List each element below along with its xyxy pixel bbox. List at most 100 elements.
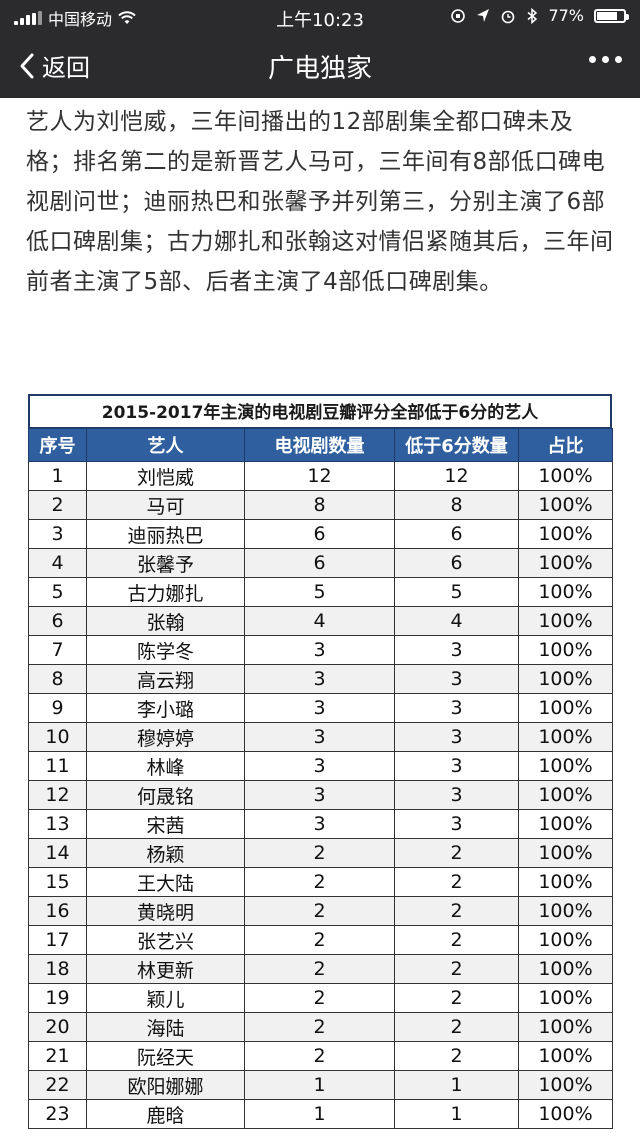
- cell-drama-count: 4: [244, 606, 395, 636]
- cell-ratio: 100%: [518, 1099, 613, 1129]
- cell-index: 14: [28, 838, 87, 868]
- status-right: 77%: [450, 6, 629, 25]
- cell-index: 10: [28, 722, 87, 752]
- cell-drama-count: 2: [244, 983, 395, 1013]
- table-row: 22 欧阳娜娜 1 1 100%: [28, 1070, 613, 1100]
- cell-ratio: 100%: [518, 693, 613, 723]
- table-row: 20 海陆 2 2 100%: [28, 1012, 613, 1042]
- cell-index: 22: [28, 1070, 87, 1100]
- cell-low-score-count: 2: [394, 867, 519, 897]
- table-row: 3 迪丽热巴 6 6 100%: [28, 519, 613, 549]
- cell-index: 6: [28, 606, 87, 636]
- table-row: 5 古力娜扎 5 5 100%: [28, 577, 613, 607]
- ranking-table: 2015-2017年主演的电视剧豆瓣评分全部低于6分的艺人 序号 艺人 电视剧数…: [28, 394, 613, 1129]
- table-row: 21 阮经天 2 2 100%: [28, 1041, 613, 1071]
- more-dots-icon[interactable]: [589, 56, 622, 63]
- cell-drama-count: 3: [244, 751, 395, 781]
- cell-drama-count: 1: [244, 1099, 395, 1129]
- cell-ratio: 100%: [518, 577, 613, 607]
- cell-index: 4: [28, 548, 87, 578]
- table-row: 19 颖儿 2 2 100%: [28, 983, 613, 1013]
- cell-drama-count: 3: [244, 693, 395, 723]
- status-bar: 中国移动 上午10:23 77%: [0, 0, 640, 32]
- cell-drama-count: 2: [244, 838, 395, 868]
- table-row: 2 马可 8 8 100%: [28, 490, 613, 520]
- cell-artist: 林峰: [86, 751, 245, 781]
- cell-low-score-count: 3: [394, 722, 519, 752]
- carrier-label: 中国移动: [48, 10, 113, 29]
- cell-low-score-count: 6: [394, 519, 519, 549]
- cell-index: 23: [28, 1099, 87, 1129]
- table-row: 7 陈学冬 3 3 100%: [28, 635, 613, 665]
- table-row: 11 林峰 3 3 100%: [28, 751, 613, 781]
- cell-ratio: 100%: [518, 606, 613, 636]
- cell-ratio: 100%: [518, 722, 613, 752]
- cell-index: 5: [28, 577, 87, 607]
- cell-artist: 阮经天: [86, 1041, 245, 1071]
- cell-artist: 黄晓明: [86, 896, 245, 926]
- cell-index: 12: [28, 780, 87, 810]
- cell-index: 21: [28, 1041, 87, 1071]
- cell-low-score-count: 3: [394, 664, 519, 694]
- cell-index: 17: [28, 925, 87, 955]
- battery-icon: [594, 8, 629, 23]
- cell-drama-count: 3: [244, 722, 395, 752]
- top-bar: 中国移动 上午10:23 77%: [0, 0, 640, 98]
- cell-ratio: 100%: [518, 1041, 613, 1071]
- cell-ratio: 100%: [518, 548, 613, 578]
- cell-artist: 马可: [86, 490, 245, 520]
- table-row: 4 张馨予 6 6 100%: [28, 548, 613, 578]
- cell-low-score-count: 2: [394, 954, 519, 984]
- cell-drama-count: 6: [244, 548, 395, 578]
- cell-low-score-count: 4: [394, 606, 519, 636]
- table-row: 16 黄晓明 2 2 100%: [28, 896, 613, 926]
- cell-index: 11: [28, 751, 87, 781]
- table-row: 9 李小璐 3 3 100%: [28, 693, 613, 723]
- cell-drama-count: 5: [244, 577, 395, 607]
- cell-ratio: 100%: [518, 519, 613, 549]
- header-low-score-count: 低于6分数量: [394, 428, 519, 462]
- table-row: 23 鹿晗 1 1 100%: [28, 1099, 613, 1129]
- orientation-lock-icon: [451, 8, 466, 23]
- cell-low-score-count: 3: [394, 780, 519, 810]
- cell-artist: 宋茜: [86, 809, 245, 839]
- chevron-left-icon: [20, 53, 34, 78]
- cell-ratio: 100%: [518, 490, 613, 520]
- header-artist: 艺人: [86, 428, 245, 462]
- cell-drama-count: 3: [244, 635, 395, 665]
- cell-artist: 古力娜扎: [86, 577, 245, 607]
- back-button[interactable]: 返回: [18, 48, 90, 83]
- alarm-icon: [502, 10, 515, 23]
- cell-artist: 欧阳娜娜: [86, 1070, 245, 1100]
- cell-artist: 海陆: [86, 1012, 245, 1042]
- cell-ratio: 100%: [518, 461, 613, 491]
- cell-drama-count: 2: [244, 1012, 395, 1042]
- cell-low-score-count: 3: [394, 693, 519, 723]
- cell-artist: 陈学冬: [86, 635, 245, 665]
- table-row: 8 高云翔 3 3 100%: [28, 664, 613, 694]
- cell-index: 18: [28, 954, 87, 984]
- cell-artist: 杨颖: [86, 838, 245, 868]
- cell-artist: 李小璐: [86, 693, 245, 723]
- cell-low-score-count: 1: [394, 1070, 519, 1100]
- cell-low-score-count: 2: [394, 896, 519, 926]
- table-row: 12 何晟铭 3 3 100%: [28, 780, 613, 810]
- cell-drama-count: 2: [244, 896, 395, 926]
- table-title: 2015-2017年主演的电视剧豆瓣评分全部低于6分的艺人: [28, 394, 612, 428]
- battery-percent: 77%: [548, 6, 584, 25]
- cell-index: 3: [28, 519, 87, 549]
- cell-index: 1: [28, 461, 87, 491]
- cell-ratio: 100%: [518, 983, 613, 1013]
- cell-low-score-count: 2: [394, 838, 519, 868]
- cell-drama-count: 2: [244, 925, 395, 955]
- cell-artist: 刘恺威: [86, 461, 245, 491]
- table-row: 17 张艺兴 2 2 100%: [28, 925, 613, 955]
- cell-low-score-count: 3: [394, 809, 519, 839]
- cell-index: 19: [28, 983, 87, 1013]
- table-row: 15 王大陆 2 2 100%: [28, 867, 613, 897]
- cell-ratio: 100%: [518, 925, 613, 955]
- cell-artist: 张馨予: [86, 548, 245, 578]
- table-row: 14 杨颖 2 2 100%: [28, 838, 613, 868]
- cell-artist: 穆婷婷: [86, 722, 245, 752]
- header-drama-count: 电视剧数量: [244, 428, 395, 462]
